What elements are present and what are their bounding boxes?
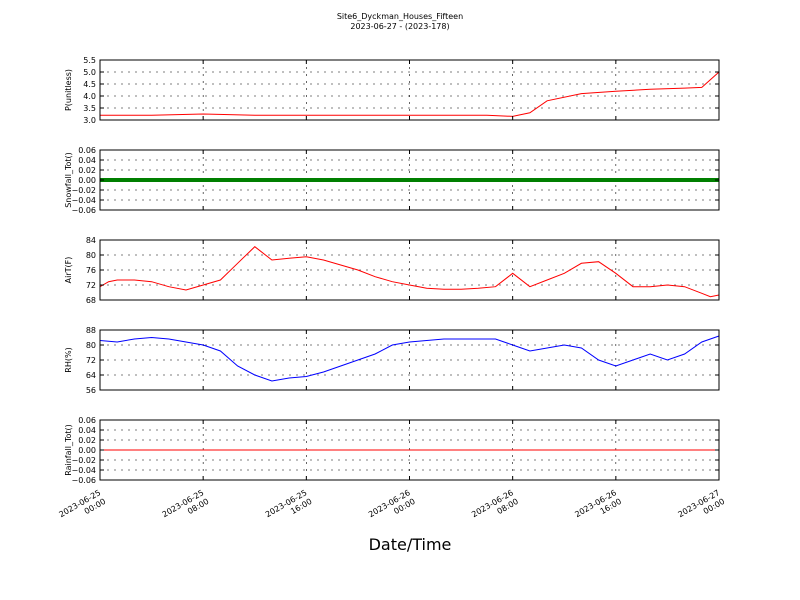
y-tick-label: 0.04: [78, 156, 96, 165]
panel-1: 3.0 3.5 4.0 4.5 5.0 5.5 P(unitless): [64, 56, 720, 125]
y-tick-label: 88: [86, 326, 96, 335]
y-axis-label: AirT(F): [64, 257, 73, 284]
y-tick-label: 72: [86, 281, 96, 290]
y-tick-label: −0.06: [71, 476, 96, 485]
y-tick-label: −0.04: [71, 196, 96, 205]
series-line: [100, 71, 720, 117]
x-axis-label: Date/Time: [369, 535, 452, 554]
y-tick-label: 68: [86, 296, 96, 305]
y-axis-label: Rainfall_Tot(): [64, 424, 73, 476]
y-tick-label: 0.02: [78, 436, 96, 445]
y-tick-label: 0.02: [78, 166, 96, 175]
panel-4: 56 64 72 80 88 RH(%): [64, 326, 720, 395]
y-tick-label: 76: [86, 266, 96, 275]
y-tick-label: 72: [86, 356, 96, 365]
y-tick-label: −0.06: [71, 206, 96, 215]
y-tick-label: 3.5: [83, 104, 96, 113]
figure-title-line2: 2023-06-27 - (2023-178): [350, 22, 449, 31]
y-tick-label: 0.06: [78, 146, 96, 155]
y-tick-label: −0.02: [71, 186, 96, 195]
figure-title-line1: Site6_Dyckman_Houses_Fifteen: [337, 12, 463, 21]
series-line: [99, 246, 720, 298]
y-tick-label: 4.0: [83, 92, 96, 101]
y-tick-label: 0.06: [78, 416, 96, 425]
y-tick-label: 84: [86, 236, 96, 245]
y-axis-label: RH(%): [64, 347, 73, 372]
y-tick-label: 4.5: [83, 80, 96, 89]
y-tick-label: 56: [86, 386, 96, 395]
panel-3: 68 72 76 80 84 AirT(F): [64, 236, 720, 305]
y-tick-label: 3.0: [83, 116, 96, 125]
y-axis-label: P(unitless): [64, 69, 73, 111]
y-tick-label: 0.04: [78, 426, 96, 435]
y-tick-label: 80: [86, 341, 96, 350]
y-axis-label: Snowfall_Tot(): [64, 152, 73, 208]
y-tick-label: 64: [86, 371, 96, 380]
y-tick-label: 0.00: [78, 176, 96, 185]
y-tick-label: 5.5: [83, 56, 96, 65]
y-tick-label: 5.0: [83, 68, 96, 77]
panel-2: −0.06−0.04−0.020.000.020.040.06 Snowfall_…: [64, 146, 720, 215]
panel-5: −0.06−0.04−0.020.000.020.040.06 Rainfall_…: [64, 416, 720, 485]
y-tick-label: 0.00: [78, 446, 96, 455]
y-tick-label: 80: [86, 251, 96, 260]
y-tick-label: −0.04: [71, 466, 96, 475]
series-line: [99, 335, 720, 382]
y-tick-label: −0.02: [71, 456, 96, 465]
